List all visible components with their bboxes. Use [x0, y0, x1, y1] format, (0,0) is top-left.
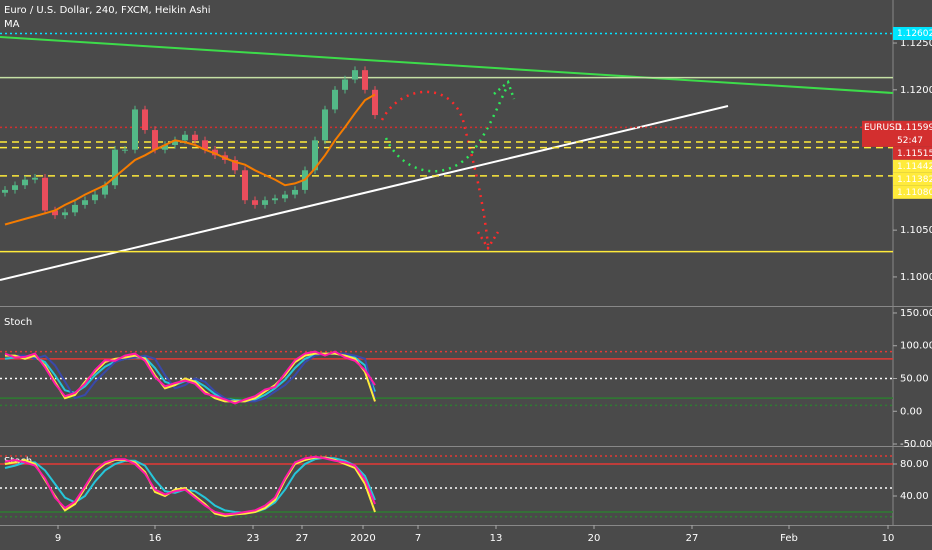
price-tag	[862, 120, 932, 147]
y-tick-label: -50.00	[900, 439, 932, 450]
price-tag	[893, 185, 932, 199]
candle-body	[22, 179, 28, 186]
x-tick-label: 20	[588, 533, 601, 544]
x-tick-label: 27	[296, 533, 309, 544]
y-tick-label: 100.00	[900, 341, 932, 352]
series-line	[4, 93, 376, 226]
candle-body	[122, 149, 128, 151]
series-line	[4, 455, 376, 516]
candle-body	[42, 177, 48, 211]
arrow-head	[476, 231, 500, 251]
candle-body	[312, 140, 318, 171]
x-tick-label: Feb	[780, 533, 798, 544]
y-tick-label: 50.00	[900, 373, 929, 384]
x-tick-label: 7	[415, 533, 421, 544]
candle-body	[242, 170, 248, 201]
candle-body	[172, 140, 178, 146]
chart-title: Euro / U.S. Dollar, 240, FXCM, Heikin As…	[4, 5, 211, 16]
candle-body	[92, 194, 98, 201]
y-tick-label: 1.10000	[900, 272, 932, 283]
arrow-head	[493, 79, 516, 100]
candle-body	[332, 89, 338, 110]
candle-body	[32, 177, 38, 180]
candle-body	[52, 210, 58, 216]
y-tick-label: 150.00	[900, 308, 932, 319]
candle-body	[152, 130, 158, 150]
y-tick-label: 0.00	[900, 406, 922, 417]
x-tick-label: 16	[149, 533, 162, 544]
price-tag-label: 1.12602	[897, 29, 932, 39]
candle-body	[2, 189, 8, 193]
series-line	[4, 350, 376, 405]
candle-body	[202, 140, 208, 150]
price-tag	[893, 172, 932, 186]
candle-body	[282, 194, 288, 199]
y-tick-label: 40.00	[900, 491, 929, 502]
series-line	[4, 352, 376, 402]
candle-body	[162, 145, 168, 150]
indicator-label: MA	[4, 19, 20, 30]
series-line	[5, 352, 376, 403]
price-tag-symbol: EURUSD	[864, 123, 902, 133]
y-tick-label: 1.12000	[900, 85, 932, 96]
price-tag-label: 1.11080	[897, 188, 932, 198]
x-tick-label: 9	[55, 533, 61, 544]
candle-body	[192, 134, 198, 141]
candle-body	[372, 89, 378, 116]
candle-body	[72, 204, 78, 213]
price-tag-countdown: 52:47	[897, 136, 923, 146]
y-tick-label: 1.12500	[900, 38, 932, 49]
price-tag	[893, 146, 932, 160]
price-tag	[893, 159, 932, 173]
price-tag-label: 1.11599	[897, 123, 932, 133]
x-tick-label: 10	[882, 533, 895, 544]
price-tag-label: 1.11515	[897, 149, 932, 159]
candle-body	[12, 185, 18, 190]
candle-body	[362, 70, 368, 90]
trendline	[0, 105, 729, 281]
candle-body	[342, 79, 348, 90]
candle-body	[232, 159, 238, 171]
candle-body	[292, 189, 298, 195]
series-line	[4, 456, 376, 518]
series-line	[5, 352, 376, 403]
price-tag-label: 1.11382	[897, 175, 932, 185]
indicator-label: Stoch	[4, 317, 32, 328]
candle-body	[62, 212, 68, 216]
candle-body	[82, 200, 88, 205]
candle-body	[112, 149, 118, 186]
candle-body	[262, 200, 268, 205]
y-tick-label: 80.00	[900, 459, 929, 470]
candle-body	[132, 109, 138, 150]
series-line	[4, 456, 376, 514]
candle-body	[142, 109, 148, 131]
price-tag-label: 1.11442	[897, 162, 932, 172]
x-tick-label: 27	[686, 533, 699, 544]
x-tick-label: 2020	[350, 533, 375, 544]
x-tick-label: 13	[490, 533, 503, 544]
forecast-arrow	[384, 84, 510, 173]
x-tick-label: 23	[247, 533, 260, 544]
candle-body	[182, 134, 188, 141]
trendline	[0, 36, 894, 94]
candle-body	[322, 109, 328, 141]
candle-body	[252, 200, 258, 205]
candle-body	[272, 198, 278, 201]
candle-body	[102, 185, 108, 195]
candle-body	[352, 70, 358, 80]
y-tick-label: 1.10500	[900, 225, 932, 236]
price-tag	[893, 26, 932, 40]
forecast-arrow	[380, 90, 490, 246]
